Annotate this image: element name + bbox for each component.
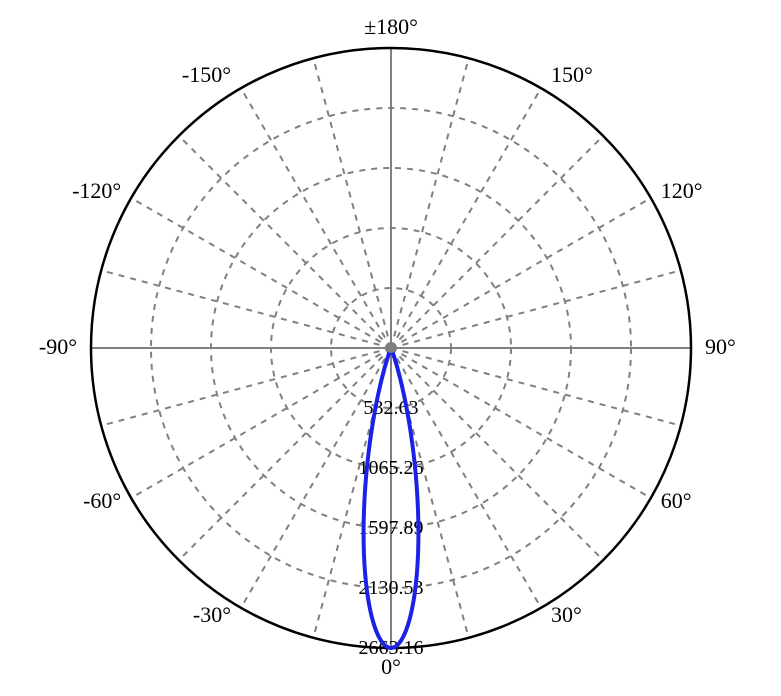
angle-label: -30° [193, 602, 231, 627]
radial-label: 532.63 [364, 397, 419, 419]
angle-label: 120° [661, 178, 703, 203]
angle-label: 90° [705, 334, 736, 359]
angle-label: ±180° [364, 14, 418, 39]
origin-dot [386, 343, 396, 353]
angle-label: 60° [661, 488, 692, 513]
angle-label: 30° [551, 602, 582, 627]
angle-label: -60° [83, 488, 121, 513]
angle-label: -90° [39, 334, 77, 359]
radial-label: 1597.89 [359, 517, 424, 539]
polar-chart: 532.631065.261597.892130.532663.16±180°1… [0, 0, 781, 696]
angle-label: -150° [182, 62, 231, 87]
angle-label: 0° [381, 654, 401, 679]
angle-label: 150° [551, 62, 593, 87]
angle-label: -120° [72, 178, 121, 203]
